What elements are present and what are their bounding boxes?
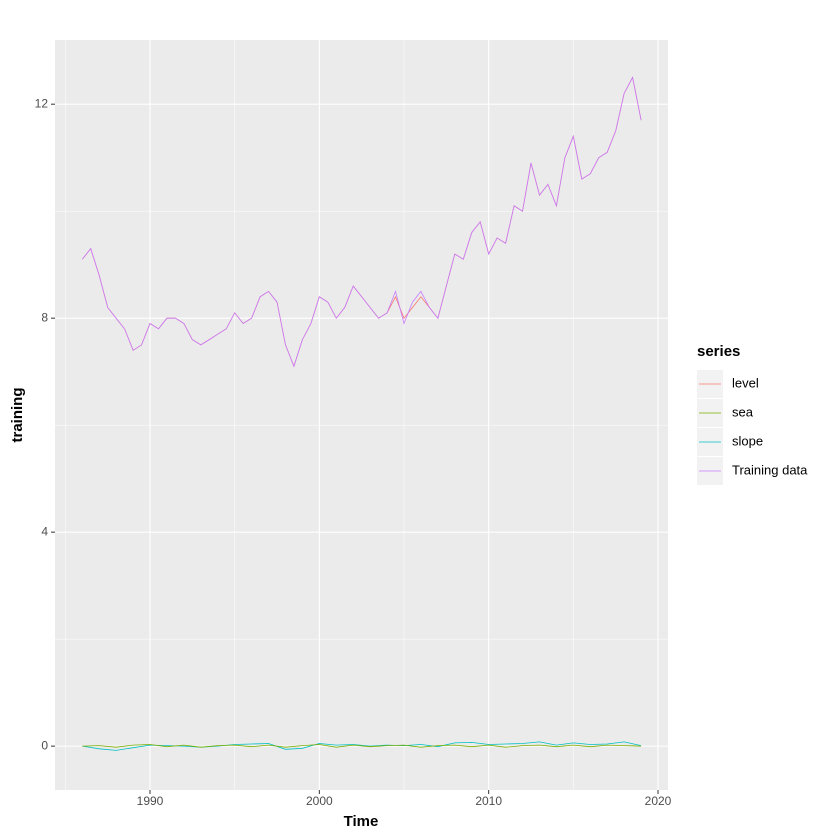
y-tick-label: 8 <box>41 310 48 324</box>
x-tick-label: 2010 <box>475 794 502 808</box>
x-tick-label: 2000 <box>306 794 333 808</box>
series-line <box>82 744 642 748</box>
legend-label: level <box>732 375 759 390</box>
legend-title: series <box>697 343 740 360</box>
plot-area <box>55 40 668 790</box>
y-tick-label: 4 <box>41 524 48 538</box>
x-tick-label: 1990 <box>137 794 164 808</box>
legend-label: slope <box>732 433 763 448</box>
y-axis-title: training <box>9 388 26 443</box>
y-tick-label: 12 <box>35 96 49 110</box>
x-tick-label: 2020 <box>645 794 672 808</box>
y-tick-label: 0 <box>41 738 48 752</box>
panel-background <box>55 40 668 790</box>
legend-label: Training data <box>732 462 808 477</box>
x-axis-title: Time <box>344 813 379 830</box>
legend-label: sea <box>732 404 754 419</box>
series-line <box>81 76 642 368</box>
